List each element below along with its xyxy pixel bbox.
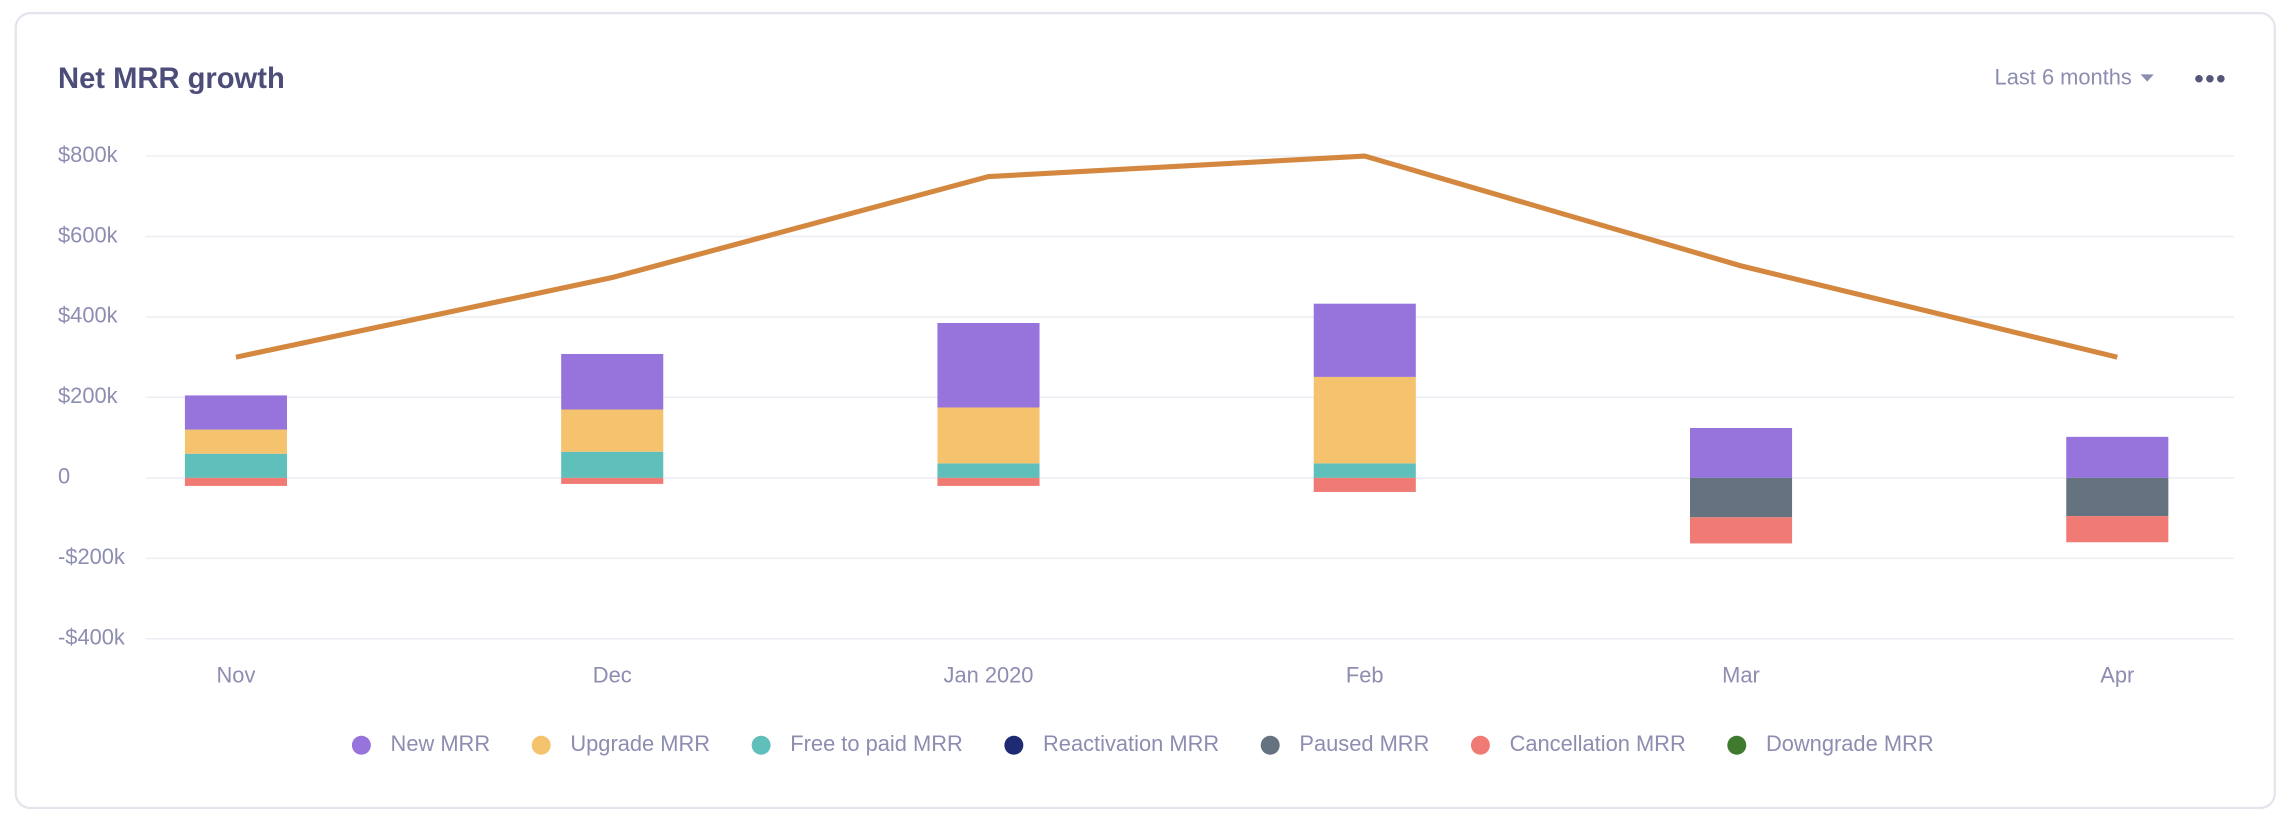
bar-segment xyxy=(2066,516,2169,543)
y-tick-label: -$200k xyxy=(58,544,125,569)
bar-segment xyxy=(1313,376,1416,464)
x-tick-label: Mar xyxy=(1722,662,1760,687)
legend-swatch xyxy=(351,735,371,755)
x-tick-label: Dec xyxy=(593,662,632,687)
menu-dot[interactable] xyxy=(2206,74,2214,83)
y-tick-label: $600k xyxy=(58,222,118,247)
card-border xyxy=(14,12,2276,810)
y-tick-label: $400k xyxy=(58,303,118,328)
legend-label: Cancellation MRR xyxy=(1510,731,1686,756)
y-tick-label: $200k xyxy=(58,383,118,408)
legend-swatch xyxy=(1004,735,1024,755)
legend-label: Downgrade MRR xyxy=(1766,731,1934,756)
x-tick-label: Apr xyxy=(2100,662,2134,687)
bar-segment xyxy=(1689,477,1793,518)
x-tick-label: Feb xyxy=(1346,662,1384,687)
legend-label: New MRR xyxy=(391,731,491,756)
bar-segment xyxy=(1689,517,1793,544)
bar-segment xyxy=(937,407,1040,464)
dropdown-caret[interactable] xyxy=(2140,74,2154,82)
legend-swatch xyxy=(751,735,771,755)
legend-label: Upgrade MRR xyxy=(570,731,710,756)
legend-label: Free to paid MRR xyxy=(790,731,963,756)
y-tick-label: -$400k xyxy=(58,625,125,650)
bar-segment xyxy=(937,463,1040,478)
y-tick-label: 0 xyxy=(58,464,70,489)
line-series xyxy=(235,153,2118,360)
bar-segment xyxy=(184,429,287,454)
range-dropdown[interactable]: Last 6 months xyxy=(1995,65,2154,90)
bar-segment xyxy=(1313,463,1416,478)
menu-dot[interactable] xyxy=(2195,74,2203,83)
x-tick-label: Nov xyxy=(217,662,256,687)
y-tick-label: $800k xyxy=(58,142,118,167)
bar-segment xyxy=(937,477,1040,486)
bar-segment xyxy=(1689,427,1793,478)
menu-dot[interactable] xyxy=(2217,74,2225,83)
bar-segment xyxy=(561,409,664,452)
bar-segment xyxy=(184,477,287,486)
legend-swatch xyxy=(1260,735,1280,755)
legend-label: Reactivation MRR xyxy=(1043,731,1219,756)
bar-segment xyxy=(561,451,664,478)
bar-segment xyxy=(561,477,664,484)
bar-segment xyxy=(2066,436,2169,478)
bar-segment xyxy=(561,353,664,410)
bar-segment xyxy=(1313,477,1416,492)
bar-segment xyxy=(937,322,1040,408)
bar-segment xyxy=(184,453,287,478)
legend-swatch xyxy=(531,735,551,755)
bar-segment xyxy=(2066,477,2169,517)
legend-label: Paused MRR xyxy=(1299,731,1429,756)
bar-segment xyxy=(184,395,287,430)
x-tick-label: Jan 2020 xyxy=(944,662,1034,687)
chart-title: Net MRR growth xyxy=(58,63,285,95)
range-label[interactable]: Last 6 months xyxy=(1995,65,2132,90)
legend-swatch xyxy=(1727,735,1747,755)
legend-swatch xyxy=(1470,735,1490,755)
more-menu[interactable] xyxy=(2195,74,2225,83)
bar-segment xyxy=(1313,303,1416,377)
